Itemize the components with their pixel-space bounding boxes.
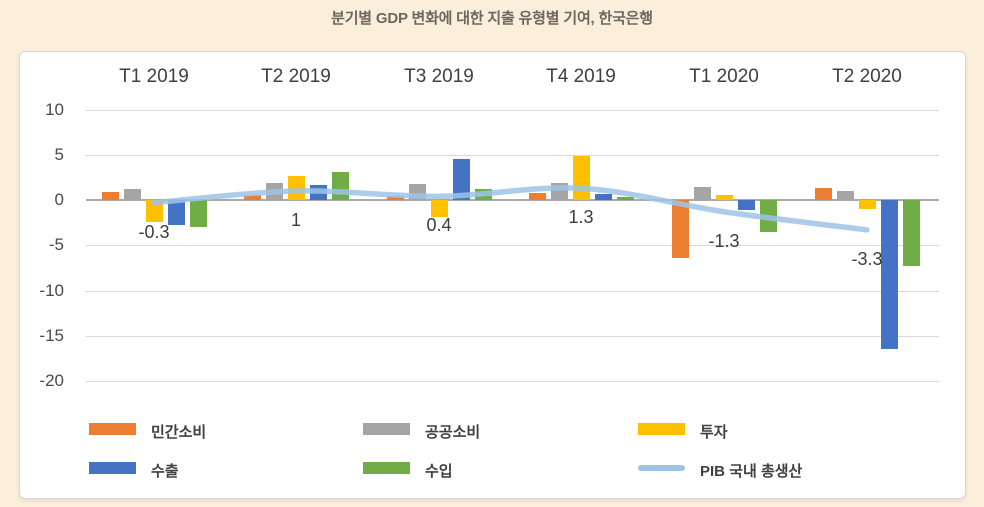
bar-investment (858, 200, 876, 210)
y-axis-tick-label: -20 (39, 371, 64, 390)
x-axis-label: T4 2019 (546, 66, 616, 87)
bar-private-consumption (386, 196, 404, 200)
bar-exports (737, 200, 755, 210)
gdp-data-label: -1.3 (708, 230, 740, 251)
legend-swatch-private-consumption (89, 423, 136, 435)
bar-exports (452, 159, 470, 200)
x-axis-label: T3 2019 (404, 66, 474, 87)
gdp-data-label: 0.4 (426, 215, 452, 236)
bar-exports (309, 184, 327, 200)
bar-exports (594, 193, 612, 200)
bar-exports (880, 200, 898, 350)
y-axis-tick-label: -15 (39, 325, 64, 345)
legend-swatch-imports (363, 462, 410, 474)
legend-label-exports: 수출 (151, 463, 179, 480)
legend-swatch-investment (638, 423, 685, 435)
legend-swatch-gdp (638, 465, 685, 471)
x-axis-label: T1 2020 (689, 66, 759, 87)
legend-label-investment: 투자 (700, 424, 728, 441)
legend-label-public-consumption: 공공소비 (425, 424, 481, 441)
x-axis-label: T2 2019 (261, 66, 331, 87)
x-axis-zero-line (86, 199, 939, 201)
gridline (86, 381, 939, 382)
y-axis-tick-label: -10 (39, 280, 64, 300)
gridline (86, 245, 939, 247)
bar-public-consumption (693, 187, 711, 200)
bar-investment (287, 176, 305, 200)
gridline (86, 335, 939, 337)
x-axis-label: T2 2020 (832, 66, 902, 87)
bar-investment (715, 194, 733, 200)
bar-imports (759, 200, 777, 232)
bar-imports (331, 171, 349, 200)
gdp-data-label: -0.3 (138, 221, 170, 242)
y-axis-tick-label: 0 (54, 190, 64, 209)
bar-public-consumption (265, 182, 283, 200)
bar-public-consumption (123, 189, 141, 200)
bar-investment (145, 200, 163, 222)
gridline (86, 290, 939, 292)
bar-imports (616, 197, 634, 200)
chart-card: 10 5 0 -5 -10 -15 -20 T1 2019 T2 2019 T3 2019 T4 2… (19, 51, 966, 499)
legend-swatch-public-consumption (363, 423, 410, 435)
legend-label-gdp: PIB 국내 총생산 (700, 463, 803, 480)
bar-public-consumption (836, 190, 854, 200)
gdp-data-label: 1 (290, 209, 301, 230)
bar-imports (902, 200, 920, 267)
bar-investment (572, 155, 590, 200)
bar-private-consumption (528, 192, 546, 200)
legend-swatch-exports (89, 462, 136, 474)
bar-public-consumption (408, 183, 426, 200)
gdp-data-label: -3.3 (851, 248, 883, 269)
bar-private-consumption (243, 194, 261, 200)
bar-private-consumption (814, 188, 832, 200)
y-axis-tick-label: 10 (45, 99, 64, 119)
bar-imports (474, 189, 492, 200)
x-axis-label: T1 2019 (119, 66, 189, 87)
chart-title: 분기별 GDP 변화에 대한 지출 유형별 기여, 한국은행 (331, 10, 653, 27)
gridline (86, 154, 939, 156)
gridline (86, 109, 939, 111)
bar-public-consumption (550, 182, 568, 200)
legend-label-private-consumption: 민간소비 (151, 424, 207, 441)
bar-private-consumption (101, 191, 119, 200)
legend-label-imports: 수입 (425, 463, 453, 480)
y-axis-tick-label: -5 (48, 235, 64, 255)
gdp-data-label: 1.3 (568, 207, 594, 228)
y-axis-tick-label: 5 (54, 144, 64, 164)
